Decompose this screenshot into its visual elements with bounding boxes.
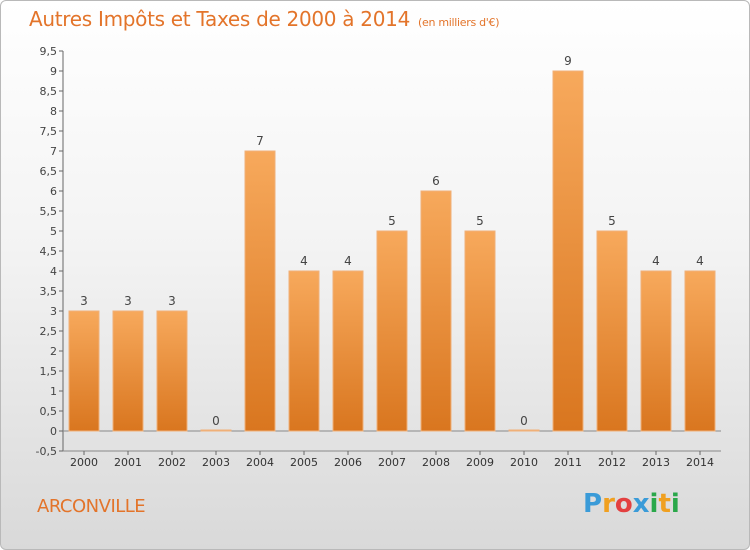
logo-letter: r [602, 489, 615, 519]
bar [596, 230, 628, 432]
y-tick-label: 8,5 [40, 85, 58, 98]
proxiti-logo: Proxiti [583, 489, 680, 519]
y-tick-label: 0,5 [40, 405, 58, 418]
x-tick-label: 2014 [686, 456, 714, 469]
data-label: 3 [80, 294, 88, 308]
y-tick-label: 0 [50, 425, 57, 438]
y-tick-label: 1,5 [40, 365, 58, 378]
commune-name: ARCONVILLE [37, 496, 146, 517]
y-tick-label: 5 [50, 225, 57, 238]
logo-letter: i [670, 489, 680, 519]
data-label: 0 [520, 414, 528, 428]
x-tick-label: 2008 [422, 456, 450, 469]
data-label: 5 [388, 214, 396, 228]
bar [244, 150, 276, 432]
data-label: 0 [212, 414, 220, 428]
chart-title: Autres Impôts et Taxes de 2000 à 2014 (en… [29, 7, 499, 31]
data-label: 5 [476, 214, 484, 228]
logo-letter: t [658, 489, 671, 519]
y-tick-label: 7 [50, 145, 57, 158]
bar [156, 310, 188, 432]
bar [552, 70, 584, 432]
y-tick-label: 9,5 [40, 45, 58, 58]
logo-letter: i [649, 489, 659, 519]
bar [464, 230, 496, 432]
bar [68, 310, 100, 432]
chart-unit: (en milliers d'€) [418, 16, 500, 29]
bar [508, 429, 540, 432]
x-tick-label: 2011 [554, 456, 582, 469]
y-tick-label: 1 [50, 385, 57, 398]
data-label: 7 [256, 134, 264, 148]
bar [420, 190, 452, 432]
x-tick-label: 2013 [642, 456, 670, 469]
y-tick-label: 6,5 [40, 165, 58, 178]
bar [332, 270, 364, 432]
y-tick-label: 6 [50, 185, 57, 198]
y-tick-label: 8 [50, 105, 57, 118]
data-label: 4 [652, 254, 660, 268]
x-tick-label: 2002 [158, 456, 186, 469]
x-tick-label: 2004 [246, 456, 274, 469]
bar [640, 270, 672, 432]
chart-title-text: Autres Impôts et Taxes de 2000 à 2014 [29, 7, 410, 31]
data-label: 6 [432, 174, 440, 188]
data-label: 5 [608, 214, 616, 228]
y-tick-label: 3 [50, 305, 57, 318]
x-tick-label: 2000 [70, 456, 98, 469]
x-tick-label: 2003 [202, 456, 230, 469]
logo-letter: o [614, 489, 633, 519]
x-tick-label: 2006 [334, 456, 362, 469]
y-tick-label: 5,5 [40, 205, 58, 218]
x-tick-label: 2009 [466, 456, 494, 469]
x-tick-label: 2010 [510, 456, 538, 469]
y-tick-label: 3,5 [40, 285, 58, 298]
x-tick-label: 2005 [290, 456, 318, 469]
data-label: 4 [300, 254, 308, 268]
logo-letter: x [632, 489, 650, 519]
data-label: 3 [124, 294, 132, 308]
bar [112, 310, 144, 432]
x-tick-label: 2007 [378, 456, 406, 469]
logo-letter: P [583, 489, 603, 519]
x-tick-label: 2012 [598, 456, 626, 469]
y-tick-label: -0,5 [36, 445, 57, 458]
x-tick-label: 2001 [114, 456, 142, 469]
bar [288, 270, 320, 432]
y-tick-label: 4,5 [40, 245, 58, 258]
data-label: 4 [696, 254, 704, 268]
data-label: 9 [564, 54, 572, 68]
bar [200, 429, 232, 432]
bar [376, 230, 408, 432]
y-tick-label: 9 [50, 65, 57, 78]
y-tick-label: 2,5 [40, 325, 58, 338]
y-tick-label: 2 [50, 345, 57, 358]
y-tick-label: 4 [50, 265, 57, 278]
bar [684, 270, 716, 432]
data-label: 3 [168, 294, 176, 308]
data-label: 4 [344, 254, 352, 268]
y-tick-label: 7,5 [40, 125, 58, 138]
